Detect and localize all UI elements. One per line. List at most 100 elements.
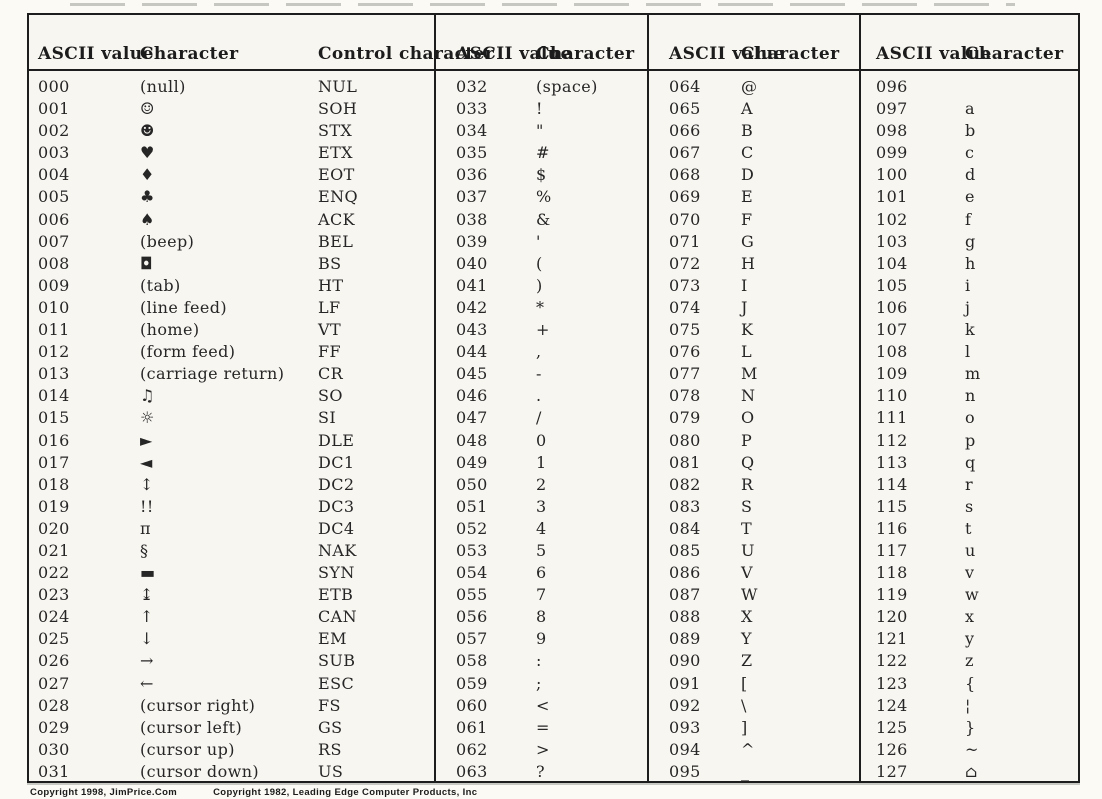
- table-row: 077 M: [649, 363, 859, 385]
- control-character: SO: [318, 386, 343, 406]
- character: Q: [741, 452, 755, 472]
- character: v: [965, 563, 975, 583]
- table-row: 105 i: [861, 275, 1078, 297]
- ascii-value: 095: [669, 761, 701, 781]
- ascii-value: 044: [456, 342, 488, 362]
- ascii-value: 079: [669, 408, 701, 428]
- table-row: 113 q: [861, 452, 1078, 474]
- character: y: [965, 629, 975, 649]
- character: t: [965, 518, 972, 538]
- ascii-value: 096: [876, 77, 908, 96]
- table-row: 095 _: [649, 761, 859, 783]
- character: (cursor left): [140, 717, 243, 737]
- table-row: 100 d: [861, 164, 1078, 186]
- control-character: DC3: [318, 496, 355, 516]
- group-header-row: ASCII value Character: [436, 15, 647, 71]
- table-row: 072 H: [649, 253, 859, 275]
- table-row: 054 6: [436, 562, 647, 584]
- character: ♣: [140, 187, 155, 207]
- table-row: 028 (cursor right) FS: [29, 695, 434, 717]
- table-row: 041): [436, 275, 647, 297]
- table-row: 117 u: [861, 540, 1078, 562]
- character: ☼: [140, 408, 155, 428]
- character: B: [741, 121, 754, 141]
- character: ': [536, 231, 541, 251]
- control-character: SI: [318, 408, 337, 428]
- character: E: [741, 187, 754, 207]
- ascii-value: 059: [456, 673, 488, 693]
- table-row: 010 (line feed) LF: [29, 297, 434, 319]
- table-row: 082 R: [649, 474, 859, 496]
- table-row: 063?: [436, 761, 647, 783]
- table-row: 059;: [436, 673, 647, 695]
- ascii-value: 073: [669, 275, 701, 295]
- character: k: [965, 320, 976, 340]
- copyright-leading-edge: Copyright 1982, Leading Edge Computer Pr…: [213, 787, 478, 798]
- table-row: 108 l: [861, 341, 1078, 363]
- ascii-value: 024: [38, 607, 70, 627]
- character: }: [965, 717, 976, 737]
- ascii-value: 093: [669, 717, 701, 737]
- character: ): [536, 275, 543, 295]
- table-row: 088 X: [649, 606, 859, 628]
- table-row: 057 9: [436, 628, 647, 650]
- ascii-value: 126: [876, 739, 908, 759]
- character: w: [965, 585, 980, 605]
- character: ▬: [140, 563, 156, 583]
- character: *: [536, 297, 545, 317]
- table-row: 011 (home) VT: [29, 319, 434, 341]
- control-character: DLE: [318, 430, 355, 450]
- character: ←: [140, 673, 154, 693]
- table-row: 114 r: [861, 474, 1078, 496]
- ascii-value: 060: [456, 695, 488, 715]
- ascii-value: 089: [669, 629, 701, 649]
- character: .: [536, 386, 542, 406]
- table-row: 003 ♥ ETX: [29, 142, 434, 164]
- table-row: 050 2: [436, 474, 647, 496]
- ascii-value: 034: [456, 121, 488, 141]
- ascii-value: 005: [38, 187, 70, 207]
- ascii-value: 040: [456, 253, 488, 273]
- ascii-value: 055: [456, 585, 488, 605]
- ascii-value: 103: [876, 231, 908, 251]
- character: (cursor right): [140, 695, 256, 715]
- ascii-value: 071: [669, 231, 701, 251]
- table-row: 016 ► DLE: [29, 430, 434, 452]
- table-row: 005 ♣ ENQ: [29, 186, 434, 208]
- table-rows: 032 (space) 033! 034 " 035 #036 $037% 038 & 039 ' 04…: [436, 71, 647, 783]
- ascii-value: 012: [38, 342, 70, 362]
- character: 9: [536, 629, 547, 649]
- table-row: 120 x: [861, 606, 1078, 628]
- character: (carriage return): [140, 364, 285, 384]
- ascii-value: 050: [456, 474, 488, 494]
- character: @: [741, 77, 758, 96]
- ascii-value: 033: [456, 99, 488, 119]
- table-row: 090 Z: [649, 650, 859, 672]
- character: ⌂: [965, 761, 978, 781]
- table-row: 004 ♦ EOT: [29, 164, 434, 186]
- ascii-value: 111: [876, 408, 908, 428]
- character: (form feed): [140, 342, 236, 362]
- character: /: [536, 408, 542, 428]
- control-character: DC4: [318, 518, 355, 538]
- ascii-value: 003: [38, 143, 70, 163]
- ascii-value: 119: [876, 585, 908, 605]
- ascii-value: 080: [669, 430, 701, 450]
- ascii-value: 113: [876, 452, 908, 472]
- character: ►: [140, 430, 153, 450]
- control-character: NUL: [318, 77, 358, 96]
- table-row: 032 (space): [436, 76, 647, 98]
- table-row: 053 5: [436, 540, 647, 562]
- table-row: 093]: [649, 717, 859, 739]
- table-row: 038 &: [436, 209, 647, 231]
- table-row: 094 ^: [649, 739, 859, 761]
- ascii-value: 075: [669, 320, 701, 340]
- ascii-value: 092: [669, 695, 701, 715]
- table-row: 086 V: [649, 562, 859, 584]
- table-row: 058:: [436, 650, 647, 672]
- character: h: [965, 253, 976, 273]
- control-character: NAK: [318, 540, 357, 560]
- ascii-value: 006: [38, 209, 70, 229]
- ascii-value: 057: [456, 629, 488, 649]
- table-row: 104 h: [861, 253, 1078, 275]
